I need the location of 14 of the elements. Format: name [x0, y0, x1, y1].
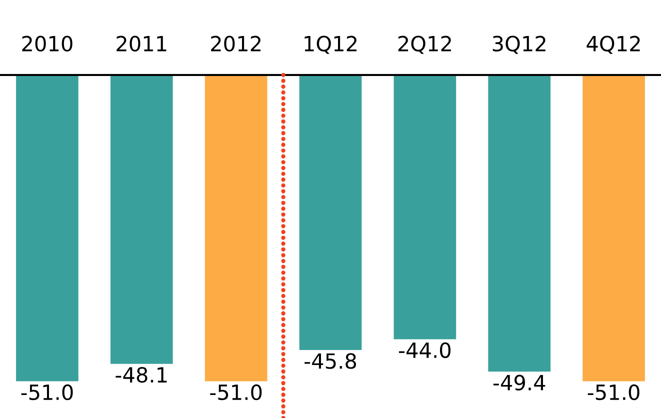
data-label: -51.0: [21, 384, 73, 400]
x-tick-label: 1Q12: [304, 36, 356, 54]
x-tick-label: 2010: [22, 36, 72, 52]
data-label: -49.4: [493, 374, 546, 391]
x-tick-label: 2012: [211, 36, 260, 52]
data-label: -48.1: [116, 366, 167, 383]
data-label: -44.0: [398, 342, 450, 358]
x-tick-label: 3Q12: [492, 36, 546, 54]
data-label: -51.0: [210, 384, 262, 400]
x-tick-label: 2Q12: [398, 36, 451, 54]
data-label: -45.8: [304, 353, 356, 369]
x-tick-label: 2011: [116, 36, 166, 52]
x-tick-label: 4Q12: [586, 36, 640, 54]
data-label: -51.0: [588, 384, 640, 400]
